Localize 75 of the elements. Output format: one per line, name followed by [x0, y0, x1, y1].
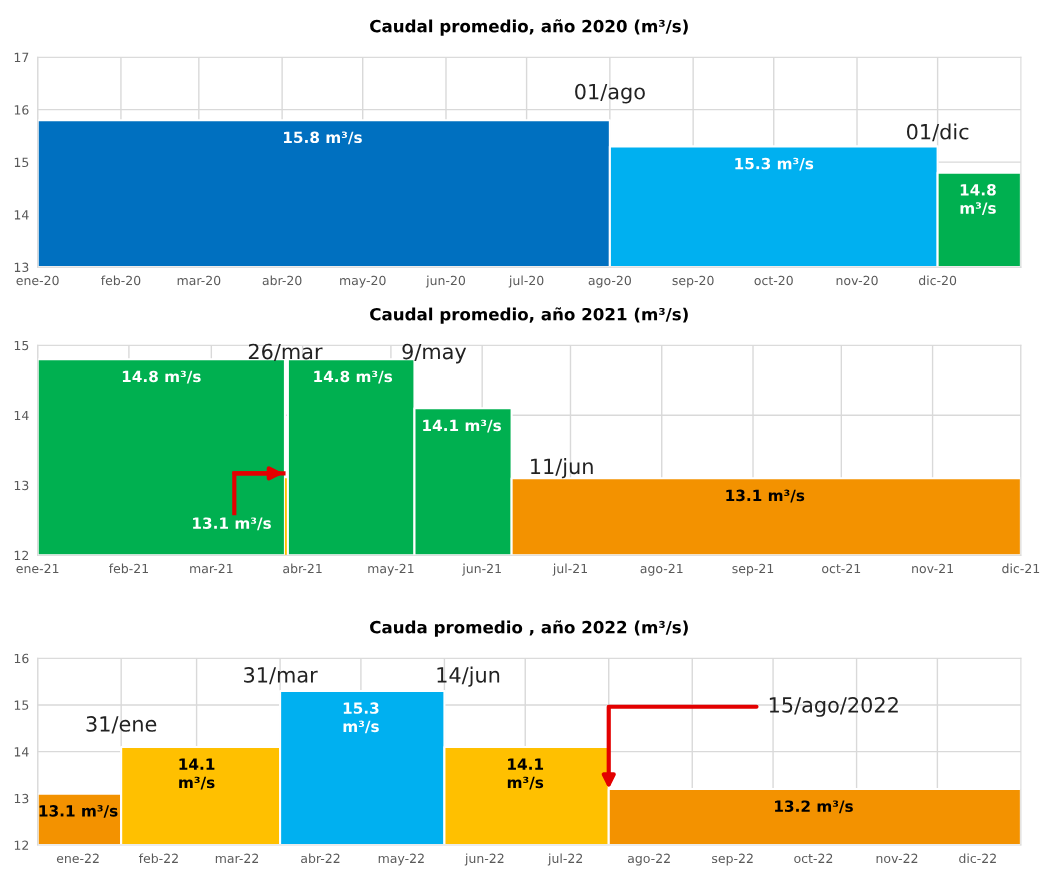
y-tick-label: 13 — [14, 793, 29, 804]
x-tick-label: oct-21 — [822, 563, 861, 574]
x-tick-label: may-22 — [378, 853, 424, 866]
x-tick-label: dic-22 — [959, 853, 996, 864]
x-tick-label: ene-22 — [56, 853, 99, 864]
annotation: 15/ago/2022 — [769, 697, 898, 717]
x-tick-label: feb-20 — [101, 275, 141, 286]
x-tick-label: oct-20 — [754, 275, 793, 286]
x-tick-label: abr-22 — [301, 853, 340, 864]
x-tick-label: jul-21 — [552, 563, 587, 576]
x-tick-label: nov-20 — [836, 275, 878, 286]
x-tick-label: may-20 — [340, 275, 386, 288]
x-tick-label: sep-20 — [672, 275, 714, 288]
x-tick-label: ene-20 — [16, 275, 59, 286]
data-label: 15.3 m³/s — [735, 157, 814, 171]
x-tick-label: jun-22 — [464, 853, 504, 866]
y-tick-label: 15 — [14, 157, 29, 168]
x-tick-label: mar-22 — [215, 853, 259, 864]
x-tick-label: nov-22 — [876, 853, 918, 864]
y-tick-label: 17 — [14, 52, 29, 62]
y-tick-label: 15 — [14, 340, 29, 351]
chart-title: Caudal promedio, año 2020 (m³/s) — [370, 19, 688, 36]
x-tick-label: ago-22 — [627, 853, 670, 866]
x-tick-label: may-21 — [368, 563, 414, 576]
chart-title: Cauda promedio , año 2022 (m³/s) — [370, 620, 688, 637]
y-tick-label: 16 — [14, 105, 29, 115]
x-tick-label: feb-22 — [138, 853, 178, 864]
data-label: 14.1 m³/s — [179, 758, 215, 790]
annotation: 01/dic — [906, 123, 969, 142]
annotation: 31/ene — [86, 716, 157, 734]
data-label: 14.1 m³/s — [423, 419, 501, 433]
x-tick-label: abr-21 — [283, 563, 322, 574]
y-tick-label: 13 — [14, 262, 29, 273]
annotation: 14/jun — [437, 666, 500, 687]
y-tick-label: 12 — [14, 840, 29, 850]
x-tick-label: jun-20 — [425, 275, 466, 288]
x-tick-label: sep-22 — [712, 853, 753, 866]
y-tick-label: 14 — [14, 747, 29, 757]
annotation: 31/mar — [244, 666, 318, 685]
data-label: 14.8 m³/s — [960, 184, 996, 216]
x-tick-label: jul-22 — [547, 853, 583, 866]
x-tick-label: ago-20 — [588, 275, 631, 288]
data-label: 15.3 m³/s — [343, 702, 379, 734]
x-tick-label: abr-20 — [262, 275, 302, 286]
chart-title: Caudal promedio, año 2021 (m³/s) — [370, 307, 688, 324]
x-tick-label: ago-21 — [640, 563, 683, 576]
data-label: 13.1 m³/s — [39, 805, 118, 818]
x-tick-label: oct-22 — [794, 853, 833, 864]
annotation: 01/ago — [575, 83, 645, 104]
data-label: 14.8 m³/s — [314, 370, 393, 384]
x-tick-label: ene-21 — [16, 563, 59, 574]
annotation: 11/jun — [531, 458, 593, 479]
y-tick-label: 16 — [14, 653, 29, 664]
data-label: 13.1 m³/s — [193, 517, 271, 531]
y-tick-label: 13 — [14, 480, 29, 491]
x-tick-label: jun-21 — [462, 563, 501, 576]
y-tick-label: 14 — [14, 410, 29, 421]
data-label: 13.1 m³/s — [726, 489, 805, 503]
x-tick-label: mar-21 — [190, 563, 233, 574]
x-tick-label: sep-21 — [732, 563, 774, 576]
y-tick-label: 15 — [14, 700, 29, 710]
x-tick-label: mar-20 — [177, 275, 221, 286]
x-tick-label: jul-20 — [508, 275, 544, 288]
x-tick-label: dic-20 — [918, 275, 957, 286]
x-tick-label: feb-21 — [108, 563, 148, 574]
data-label: 13.2 m³/s — [775, 800, 853, 814]
y-tick-label: 14 — [14, 210, 29, 220]
annotation: 9/may — [402, 343, 467, 364]
annotation: 26/mar — [248, 343, 323, 362]
y-tick-label: 12 — [14, 550, 29, 560]
x-tick-label: nov-21 — [912, 563, 953, 574]
data-label: 15.8 m³/s — [283, 131, 362, 145]
x-tick-label: dic-21 — [1002, 563, 1040, 574]
data-label: 14.8 m³/s — [122, 370, 201, 384]
data-label: 14.1 m³/s — [507, 758, 544, 790]
